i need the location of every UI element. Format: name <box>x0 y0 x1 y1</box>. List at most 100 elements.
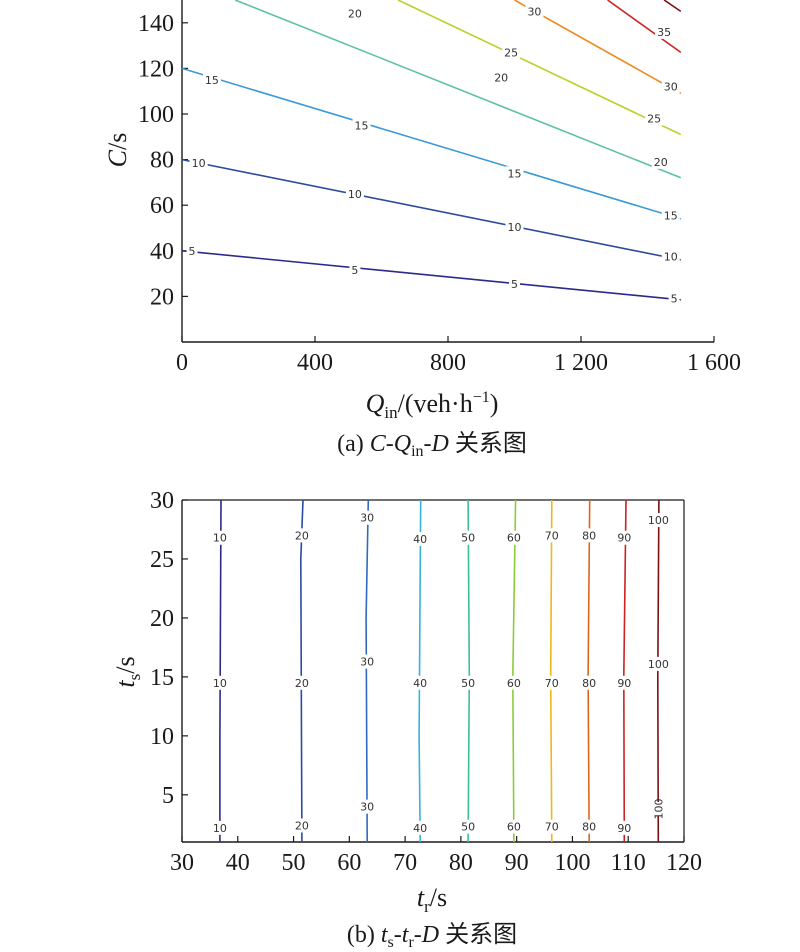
chart-b-x-tick-label: 80 <box>449 850 473 876</box>
chart-a-y-tick-label: 60 <box>150 193 174 219</box>
chart-a-contour-label: 5 <box>188 245 195 258</box>
chart-b-contour-80 <box>587 499 591 843</box>
chart-b-contour-label-bg <box>411 675 430 690</box>
chart-b-contour-label: 30 <box>360 512 374 525</box>
chart-b-contour-label-bg <box>504 819 523 834</box>
chart-a-contour-label: 30 <box>527 5 541 18</box>
chart-b-contour-label-bg <box>542 819 561 834</box>
chart-b-contour-label: 50 <box>461 532 475 545</box>
chart-a-x-axis-label: Qin/(veh·h−1) <box>366 389 499 422</box>
chart-b-contour-label-bg <box>411 531 430 546</box>
chart-b-contour-label-bg <box>210 530 229 545</box>
chart-a-contour-15 <box>181 67 682 220</box>
chart-b-contour-label: 40 <box>413 677 427 690</box>
chart-b-contour-label: 10 <box>213 677 227 690</box>
chart-a-contour-label-bg <box>509 276 520 291</box>
chart-b-contour-label: 100 <box>652 798 665 819</box>
chart-b-contour-label-bg <box>645 513 671 528</box>
chart-a-contour-label-bg <box>661 79 680 94</box>
chart-a-contour-label: 5 <box>511 278 518 291</box>
chart-a-contour-label: 15 <box>355 119 369 132</box>
chart-b-x-tick-label: 120 <box>666 850 702 876</box>
chart-b-y-tick-label: 15 <box>150 665 174 691</box>
chart-b: 30 40 50 60 70 80 90 100 110 120 5 10 15 20 25 30 10 10 1… <box>111 488 702 951</box>
chart-a-caption: (a) C-Qin-D 关系图 <box>337 430 527 460</box>
chart-b-contour-label-bg <box>580 675 599 690</box>
chart-a-contour-label: 10 <box>348 188 362 201</box>
chart-a-contour-label: 15 <box>205 74 219 87</box>
chart-b-contour-label: 10 <box>213 532 227 545</box>
chart-b-contour-label: 70 <box>545 677 559 690</box>
chart-b-contour-label-bg <box>358 510 377 525</box>
chart-a-contour-label: 5 <box>351 264 358 277</box>
chart-a-contour-label: 20 <box>494 72 508 85</box>
chart-b-contour-label-bg <box>542 528 561 543</box>
chart-b-contour-label: 30 <box>360 801 374 814</box>
chart-a-y-tick-label: 120 <box>138 56 174 82</box>
chart-a-contour-label-bg <box>651 154 670 169</box>
chart-a-contour-label-bg <box>186 243 198 258</box>
chart-a-contour-label-bg <box>352 118 371 133</box>
chart-b-contour-label: 90 <box>617 822 631 835</box>
chart-a-y-tick-label: 80 <box>150 148 174 174</box>
chart-a-x-tick-label: 800 <box>430 350 466 376</box>
chart-b-contour-label-bg <box>358 799 377 814</box>
chart-b-contour-60 <box>511 499 517 843</box>
chart-b-contour-label-bg <box>459 675 478 690</box>
chart-b-contour-50 <box>467 499 471 843</box>
chart-a-contour-label-bg <box>661 249 680 264</box>
chart-b-x-axis-label: tr/s <box>417 883 447 916</box>
chart-a-contour-35 <box>607 0 682 54</box>
chart-b-contour-label-bg <box>504 675 523 690</box>
chart-a-x-tick-label: 1 600 <box>687 350 741 376</box>
chart-a-y-tick-label: 140 <box>138 11 174 37</box>
chart-b-y-tick-label: 25 <box>150 547 174 573</box>
chart-b-contour-label: 20 <box>295 819 309 832</box>
chart-a-contour-label: 20 <box>348 8 362 21</box>
chart-b-caption: (b) ts-tr-D 关系图 <box>347 921 517 951</box>
chart-b-contour-label-bg <box>615 675 634 690</box>
chart-b-contour-label-bg <box>210 675 229 690</box>
chart-a-contour-label: 20 <box>654 156 668 169</box>
chart-b-x-tick-label: 70 <box>393 850 417 876</box>
chart-b-contour-label-bg <box>615 530 634 545</box>
chart-a-contour-label: 25 <box>647 113 661 126</box>
chart-b-y-tick-label: 10 <box>150 724 174 750</box>
chart-b-contour-label: 60 <box>507 532 521 545</box>
chart-a-y-tick-label: 20 <box>150 284 174 310</box>
chart-b-y-tick-label: 20 <box>150 606 174 632</box>
chart-a-contour-20 <box>234 0 682 179</box>
chart-b-contour-label-bg <box>580 819 599 834</box>
chart-b-contour-label: 30 <box>360 656 374 669</box>
chart-b-contour-label: 100 <box>648 658 669 671</box>
chart-b-contour-label: 40 <box>413 822 427 835</box>
chart-a-contour-label: 10 <box>192 157 206 170</box>
chart-a-contour-10 <box>181 158 681 261</box>
chart-b-contour-label-bg <box>292 818 311 833</box>
chart-b-contour-label: 80 <box>582 529 596 542</box>
chart-b-x-tick-label: 100 <box>554 850 590 876</box>
chart-b-contour-label: 60 <box>507 821 521 834</box>
chart-b-contour-label: 70 <box>545 529 559 542</box>
chart-a-contour-40 <box>663 0 682 13</box>
chart-a-contour-label-bg <box>202 72 221 87</box>
chart-a-contour-label-bg <box>502 45 521 60</box>
chart-b-contour-label-bg <box>358 654 377 669</box>
chart-b-y-axis-label: ts/s <box>111 656 144 687</box>
chart-b-x-tick-label: 110 <box>611 850 646 876</box>
chart-a-contour-label-bg <box>655 24 674 39</box>
chart-a-contour-25 <box>397 0 682 136</box>
chart-a-contour-label-bg <box>189 156 208 171</box>
chart-a-contour-label-bg <box>661 208 680 223</box>
chart-b-contour-label: 70 <box>545 821 559 834</box>
chart-a-contour-label-bg <box>645 111 664 126</box>
chart-a-contour-label-bg <box>349 263 361 278</box>
chart-a-y-tick-label: 40 <box>150 239 174 265</box>
chart-b-contour-40 <box>418 499 422 843</box>
chart-a-contour-label-bg <box>525 4 544 19</box>
chart-b-x-tick-label: 50 <box>282 850 306 876</box>
chart-a-contour-5 <box>181 250 681 301</box>
chart-b-contour-label-bg <box>504 530 523 545</box>
chart-b-contour-label-bg <box>580 528 599 543</box>
